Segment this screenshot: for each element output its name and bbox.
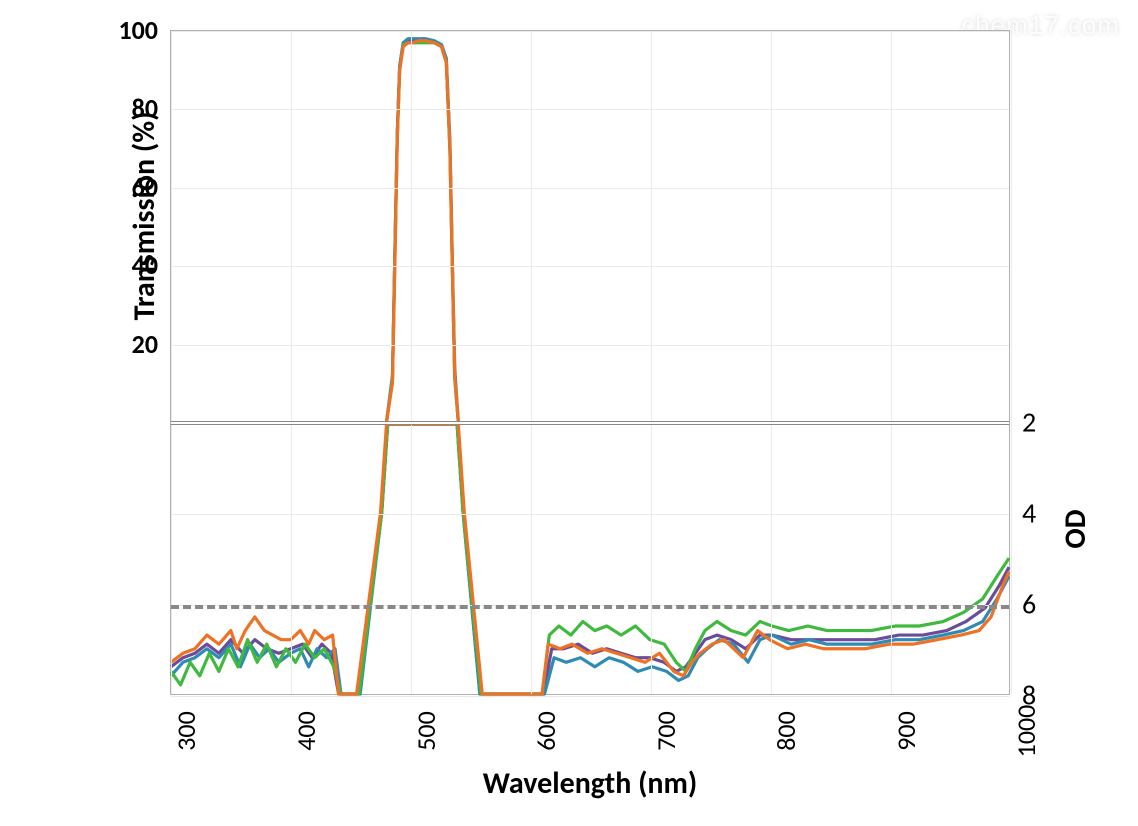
x-tick-label: 900 [890,711,922,751]
x-tick-label: 700 [650,711,682,751]
trace-orange-od [171,424,1009,694]
y2-tick-label: 6 [1022,587,1062,622]
y1-tick-label: 20 [98,328,158,360]
panel-divider [171,421,1009,425]
trace-orange-transmission [386,41,458,422]
y1-tick-label: 100 [98,14,158,46]
chart-traces [171,31,1009,694]
y1-tick-label: 40 [98,249,158,281]
x-tick-label: 800 [770,711,802,751]
x-tick-label: 500 [410,711,442,751]
filter-spectrum-chart: Transmission (%) OD Wavelength (nm) 3004… [170,30,1010,695]
x-tick-label: 600 [530,711,562,751]
x-tick-label: 300 [170,711,202,751]
y2-tick-label: 8 [1022,678,1062,713]
od-threshold-dash [171,605,1009,609]
y1-tick-label: 80 [98,92,158,124]
y2-tick-label: 2 [1022,405,1062,440]
y1-axis-title: Transmission (%) [126,112,163,321]
plot-area [170,30,1010,695]
y2-axis-title: OD [1057,509,1094,548]
y2-tick-label: 4 [1022,496,1062,531]
x-tick-label: 1000 [1010,705,1042,758]
x-tick-label: 400 [290,711,322,751]
y1-tick-label: 60 [98,171,158,203]
x-axis-title: Wavelength (nm) [483,765,698,802]
